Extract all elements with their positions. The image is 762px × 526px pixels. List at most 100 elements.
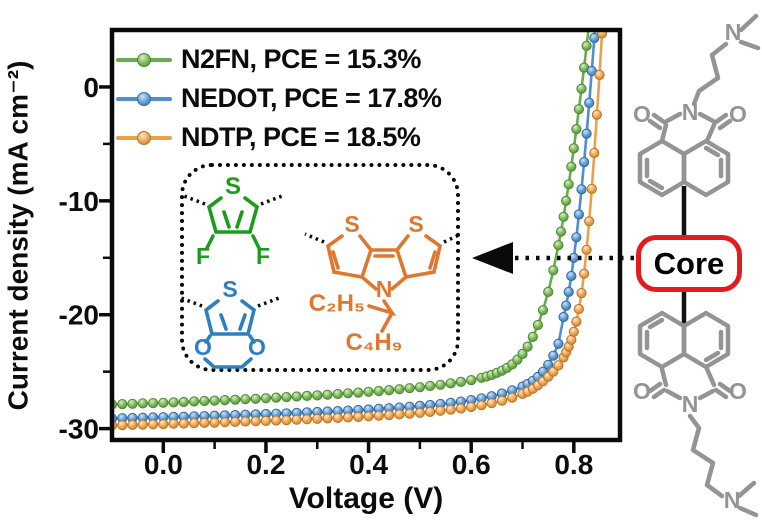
core-pointer-arrow (472, 242, 634, 274)
jv-curves-layer (114, 32, 608, 431)
building-blocks-inset-box (180, 163, 460, 372)
y-tick-label: -10 (59, 186, 99, 217)
ndi-top-structure: N N O O (633, 13, 761, 198)
dimethylamino-n-label: N (724, 487, 741, 513)
jv-curve-ndtp (114, 32, 608, 431)
carbonyl-o-label: O (633, 378, 651, 404)
curve-marker (553, 338, 564, 349)
curve-marker (576, 184, 587, 195)
curve-marker (445, 378, 456, 389)
curve-marker (435, 405, 446, 416)
ndi-bottom-structure: N O O N (633, 310, 759, 518)
curve-marker (301, 390, 313, 401)
curve-marker (558, 311, 569, 323)
curve-marker (158, 397, 169, 408)
curve-marker (114, 399, 118, 410)
curve-marker (178, 396, 189, 408)
attachment-stub (304, 232, 462, 244)
curve-marker (260, 393, 271, 404)
legend-item-n2fn: N2FN, PCE = 15.3% (116, 40, 441, 79)
curve-marker (219, 417, 230, 428)
curve-marker (532, 319, 544, 331)
curve-marker (561, 195, 572, 206)
nitrogen-label: N (376, 276, 393, 302)
curve-marker (571, 124, 582, 135)
curve-marker (291, 391, 302, 402)
curve-marker (445, 404, 456, 415)
curve-marker (384, 410, 395, 421)
legend-label: NDTP, PCE = 18.5% (181, 122, 421, 152)
curve-marker (250, 416, 261, 427)
carbonyl-o-label: O (633, 101, 651, 127)
curve-marker (425, 406, 436, 417)
benzene-ring (681, 310, 731, 370)
imide-n-label: N (682, 391, 699, 417)
x-tick-label: 0.8 (554, 449, 593, 480)
n2fn-line-marker-swatch (116, 52, 172, 67)
x-tick-label: 0.6 (452, 449, 491, 480)
curve-marker (581, 128, 592, 139)
curve-marker (579, 268, 590, 279)
curve-marker (466, 401, 477, 413)
sulfur-label: S (408, 211, 423, 237)
curve-marker (522, 341, 533, 352)
curve-marker (332, 412, 343, 423)
curve-marker (517, 348, 528, 360)
curve-marker (563, 179, 574, 190)
curve-marker (281, 415, 292, 426)
curve-marker (486, 398, 497, 409)
imide-n-label: N (682, 99, 699, 125)
curve-marker (543, 359, 554, 370)
arrow-head-icon (472, 242, 513, 274)
curve-marker (589, 32, 600, 44)
curve-marker (373, 410, 384, 421)
legend-label: N2FN, PCE = 15.3% (181, 44, 421, 74)
y-tick-label: 0 (83, 72, 99, 103)
curve-marker (394, 384, 405, 395)
curve-marker (476, 400, 487, 411)
curve-marker (404, 408, 415, 419)
curve-marker (189, 418, 200, 429)
curve-marker (571, 232, 582, 243)
axes-layer: 0.0 0.2 0.4 0.6 0.8 0 -10 -20 -30 (59, 27, 623, 480)
curve-marker (563, 286, 574, 297)
y-tick-label: -30 (59, 414, 99, 445)
curve-marker (219, 395, 230, 406)
curve-marker (117, 399, 128, 410)
curve-marker (178, 418, 189, 429)
curve-marker (576, 288, 587, 299)
core-label: Core (653, 245, 725, 281)
curve-marker (596, 32, 608, 39)
curve-marker (260, 415, 271, 426)
curve-marker (435, 379, 446, 390)
x-tick-label: 0.0 (144, 449, 183, 480)
curve-marker (353, 387, 364, 398)
curve-marker (414, 407, 425, 418)
curve-marker (586, 183, 597, 194)
curve-marker (573, 303, 585, 315)
curve-marker (394, 409, 405, 420)
curve-marker (455, 376, 466, 387)
curve-marker (568, 326, 579, 337)
curve-marker (332, 388, 343, 400)
curve-marker (209, 395, 220, 406)
curve-marker (322, 413, 333, 424)
curve-marker (271, 415, 282, 426)
jv-curve-n2fn (114, 32, 592, 410)
curve-marker (342, 388, 354, 399)
fluorine-label: F (196, 243, 210, 269)
curve-marker (384, 385, 395, 396)
curve-marker (591, 109, 603, 120)
curve-marker (114, 413, 118, 424)
curve-marker (168, 418, 179, 429)
carbonyl-o-label: O (729, 101, 747, 127)
sulfur-label: S (344, 211, 359, 237)
curve-marker (127, 419, 138, 430)
curve-marker (571, 316, 582, 327)
curve-marker (414, 382, 425, 393)
curve-marker (589, 147, 600, 159)
x-tick-label: 0.4 (349, 449, 388, 480)
curve-marker (127, 398, 138, 409)
curve-marker (291, 414, 302, 425)
curve-marker (548, 350, 559, 361)
